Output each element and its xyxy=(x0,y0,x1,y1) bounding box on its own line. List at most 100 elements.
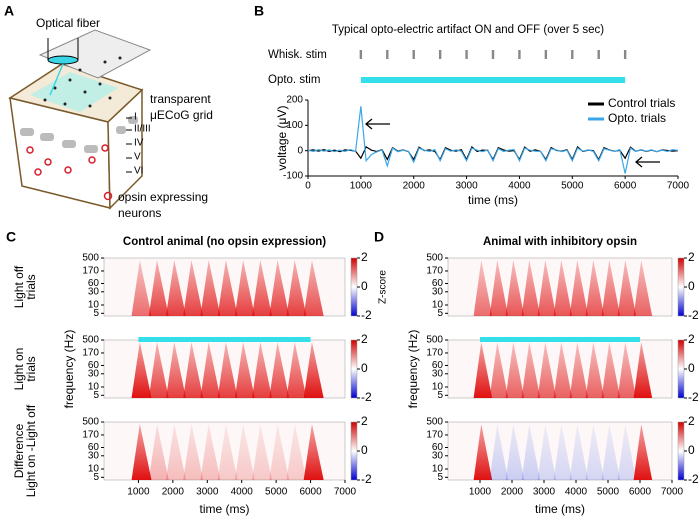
colorbar xyxy=(350,421,358,481)
heatmap-response xyxy=(217,342,238,398)
y-tick-label: 500 xyxy=(426,253,443,264)
x-tick-label: 3000 xyxy=(196,487,219,498)
heatmap-response xyxy=(148,424,169,480)
x-tick-label: 0 xyxy=(305,181,311,192)
whisk-stim xyxy=(571,50,574,59)
x-tick-label: 7000 xyxy=(334,487,357,498)
x-tick-label: 6000 xyxy=(614,181,637,192)
y-tick-label: 5 xyxy=(437,390,443,401)
heatmap-response xyxy=(200,424,221,480)
heatmap-response xyxy=(165,260,186,316)
heatmap-response xyxy=(473,260,493,316)
neurons-label: neurons xyxy=(118,206,161,220)
row-label: Light on xyxy=(12,348,26,391)
light-bar xyxy=(480,337,640,342)
y-tick-label: 60 xyxy=(432,278,444,289)
heatmap-response xyxy=(183,424,204,480)
layer-label: IV xyxy=(134,138,144,149)
y-tick-label: 60 xyxy=(88,360,100,371)
x-tick-label: 7000 xyxy=(667,181,690,192)
heatmap-response xyxy=(148,342,169,398)
heatmap-response xyxy=(473,342,493,398)
y-tick-label: 5 xyxy=(93,472,99,483)
panel-a-diagram xyxy=(8,29,152,210)
colorbar-tick-label: 0 xyxy=(688,361,695,375)
colorbar xyxy=(350,257,358,317)
heatmap-response xyxy=(252,424,273,480)
colorbar-tick-label: -2 xyxy=(361,390,372,404)
heatmap-response xyxy=(537,342,557,398)
x-tick-label: 4000 xyxy=(565,487,588,498)
opto-stim xyxy=(360,77,626,83)
y-tick-label: 170 xyxy=(426,348,443,359)
heatmap-response xyxy=(252,342,273,398)
heatmap-response xyxy=(234,260,255,316)
heatmap-response xyxy=(521,424,541,480)
whisk-stim xyxy=(412,50,415,59)
whisk-stim xyxy=(438,50,442,59)
colorbar-tick-label: -2 xyxy=(361,472,372,486)
colorbar-tick-label: 0 xyxy=(361,443,368,457)
heatmap-response xyxy=(234,342,255,398)
x-tick-label: 5000 xyxy=(597,487,620,498)
colorbar-tick-label: 0 xyxy=(361,279,368,293)
whisk-label: Whisk. stim xyxy=(268,49,327,61)
heatmap-response xyxy=(553,424,573,480)
colorbar-tick-label: 0 xyxy=(688,443,695,457)
heatmap-response xyxy=(286,260,307,316)
y-tick-label: 10 xyxy=(432,382,444,393)
y-tick-label: 500 xyxy=(426,417,443,428)
x-tick-label: 7000 xyxy=(661,487,684,498)
panel-letter: D xyxy=(374,229,384,245)
y-tick-label: 170 xyxy=(426,266,443,277)
series-line xyxy=(307,145,679,161)
x-tick-label: 6000 xyxy=(299,487,322,498)
y-tick-label: 100 xyxy=(286,120,303,131)
light-bar xyxy=(138,337,311,342)
heatmap-response xyxy=(633,260,653,316)
x-tick-label: 5000 xyxy=(265,487,288,498)
heatmap-response xyxy=(601,260,621,316)
heatmap-response xyxy=(269,424,290,480)
panel-letter: A xyxy=(4,3,14,19)
heatmap-response xyxy=(505,342,525,398)
heatmap-response xyxy=(183,260,204,316)
whisk-stim xyxy=(597,50,600,59)
y-tick-label: 60 xyxy=(88,442,100,453)
heatmap-response xyxy=(569,342,589,398)
legend-label: Control trials xyxy=(608,96,675,110)
y-tick-label: 30 xyxy=(432,286,444,297)
heatmap-response xyxy=(617,342,637,398)
colorbar-tick-label: -2 xyxy=(361,308,372,322)
heatmap-response xyxy=(217,424,238,480)
row-label: Light on -Light off xyxy=(24,404,38,497)
y-tick-label: 170 xyxy=(82,430,99,441)
colorbar-tick-label: 2 xyxy=(361,414,368,428)
x-axis-label: time (ms) xyxy=(468,193,518,207)
y-tick-label: 10 xyxy=(432,300,444,311)
y-tick-label: 10 xyxy=(88,464,100,475)
panel-b-arrows xyxy=(364,118,660,168)
row-label: trials xyxy=(24,274,38,299)
y-tick-label: 0 xyxy=(297,145,303,156)
row-label: trials xyxy=(24,356,38,381)
y-tick-label: 10 xyxy=(88,382,100,393)
heatmap-response xyxy=(200,260,221,316)
y-tick-label: 500 xyxy=(82,335,99,346)
heatmap-response xyxy=(131,342,152,398)
heatmap-response xyxy=(633,342,653,398)
opto-label: Opto. stim xyxy=(268,74,320,86)
heatmap-response xyxy=(217,260,238,316)
heatmap-response xyxy=(286,342,307,398)
y-tick-label: 30 xyxy=(88,286,100,297)
y-tick-label: -100 xyxy=(283,171,303,182)
whisk-stim xyxy=(623,50,627,59)
x-tick-label: 4000 xyxy=(231,487,254,498)
heatmap-response xyxy=(303,342,324,398)
heatmap-response xyxy=(569,424,589,480)
grid-label: μECoG grid xyxy=(150,108,213,122)
colorbar xyxy=(677,257,685,317)
y-tick-label: 60 xyxy=(432,360,444,371)
x-tick-label: 1000 xyxy=(127,487,150,498)
